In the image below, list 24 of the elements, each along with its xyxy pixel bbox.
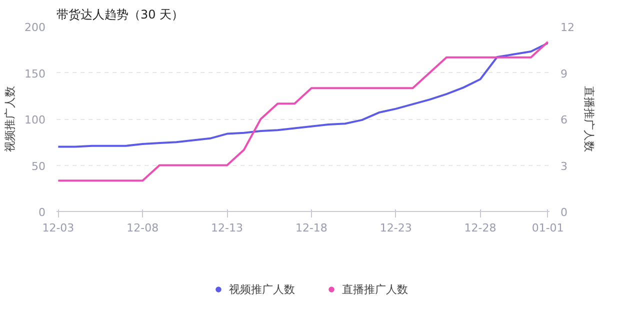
y-axis-title: 视频推广人数 <box>4 86 17 152</box>
y-tick-label: 200 <box>24 21 46 34</box>
x-tick-label: 12-08 <box>126 222 159 234</box>
x-tick-label: 12-03 <box>42 222 74 234</box>
y-tick-label: 100 <box>24 114 46 126</box>
y2-tick-label: 9 <box>560 67 568 80</box>
legend-label: 视频推广人数 <box>229 282 295 296</box>
y-tick-label: 50 <box>32 160 46 173</box>
x-tick-label: 01-01 <box>532 222 564 234</box>
y2-tick-label: 12 <box>560 21 574 34</box>
line-series <box>57 42 549 148</box>
y-tick-label: 0 <box>38 206 46 219</box>
line-series <box>57 40 549 182</box>
y-tick-label: 150 <box>24 67 46 80</box>
y2-axis-title: 直播推广人数 <box>582 86 596 152</box>
x-tick-label: 12-18 <box>295 222 328 234</box>
chart-title: 带货达人趋势（30 天） <box>56 8 184 22</box>
y2-tick-label: 6 <box>560 114 568 126</box>
legend-label: 直播推广人数 <box>342 282 408 296</box>
x-tick-label: 12-13 <box>211 222 244 234</box>
x-tick-label: 12-28 <box>464 222 496 234</box>
y2-tick-label: 3 <box>560 160 568 173</box>
y2-tick-label: 0 <box>560 206 568 219</box>
x-tick-label: 12-23 <box>380 222 412 234</box>
